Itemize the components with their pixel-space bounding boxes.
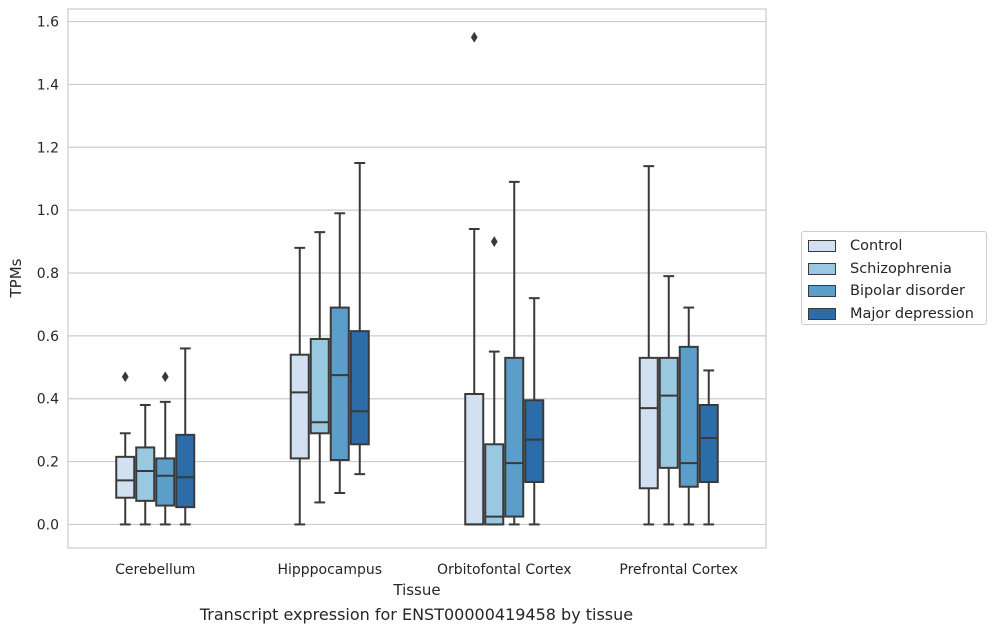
box-3-2	[524, 297, 545, 526]
box-0-0	[115, 371, 136, 526]
box-iqr	[329, 306, 350, 462]
y-tick-label: 1.2	[37, 140, 59, 156]
legend-swatch	[808, 307, 836, 320]
box-iqr	[524, 399, 545, 483]
box-0-2	[464, 31, 485, 526]
box-3-3	[698, 369, 719, 526]
x-tick-label: Prefrontal Cortex	[619, 562, 738, 578]
legend-label: Major depression	[850, 305, 974, 322]
box-iqr	[309, 338, 330, 435]
x-axis-label: Tissue	[392, 581, 440, 599]
box-2-0	[155, 371, 176, 526]
box-1-2	[484, 236, 505, 526]
y-axis-label: TPMs	[7, 258, 25, 298]
legend-label: Bipolar disorder	[850, 283, 965, 300]
legend-swatch	[808, 262, 836, 275]
box-1-0	[135, 404, 156, 526]
x-tick-label: Orbitofontal Cortex	[437, 562, 572, 578]
box-1-1	[309, 231, 330, 504]
plot-area-frame	[67, 8, 767, 549]
box-iqr	[349, 330, 370, 446]
box-0-3	[638, 165, 659, 526]
legend-label: Control	[850, 238, 903, 255]
x-tick-label: Hipppocampus	[277, 562, 382, 578]
box-iqr	[678, 345, 699, 488]
y-tick-label: 0.4	[37, 392, 59, 408]
y-tick-label: 0.0	[37, 517, 59, 533]
box-3-0	[175, 347, 196, 526]
box-iqr	[504, 356, 525, 518]
box-iqr	[135, 446, 156, 502]
y-tick-label: 1.6	[37, 15, 59, 31]
legend-swatch	[808, 285, 836, 298]
y-axis-ticks: 0.0 0.2 0.4 0.6 0.8 1.0 1.2 1.4 1.6	[37, 15, 59, 534]
outlier-marker	[121, 371, 129, 383]
box-plot-series	[115, 31, 719, 526]
box-iqr	[115, 455, 136, 499]
y-tick-label: 0.2	[37, 455, 59, 471]
box-3-1	[349, 162, 370, 476]
legend-item: Control	[808, 235, 986, 258]
box-iqr	[638, 356, 659, 490]
x-tick-label: Cerebellum	[115, 562, 195, 578]
legend-item: Schizophrenia	[808, 258, 986, 281]
outlier-marker	[490, 236, 498, 247]
y-tick-label: 0.8	[37, 266, 59, 282]
box-iqr	[698, 404, 719, 483]
box-iqr	[484, 443, 505, 526]
box-2-3	[678, 306, 699, 526]
box-2-1	[329, 212, 350, 494]
box-iqr	[175, 433, 196, 509]
box-iqr	[464, 393, 485, 526]
legend-item: Bipolar disorder	[808, 280, 986, 303]
chart-caption: Transcript expression for ENST0000041945…	[199, 605, 634, 624]
box-2-2	[504, 180, 525, 526]
legend-label: Schizophrenia	[850, 260, 952, 277]
y-tick-label: 1.4	[37, 77, 59, 93]
box-0-1	[289, 246, 310, 526]
box-1-3	[658, 275, 679, 526]
outlier-marker	[470, 31, 478, 43]
y-tick-label: 1.0	[37, 203, 59, 219]
chart-legend: Control Schizophrenia Bipolar disorder Majo…	[801, 231, 987, 325]
y-tick-label: 0.6	[37, 329, 59, 345]
legend-swatch	[808, 240, 836, 253]
x-axis-ticks: Cerebellum Hipppocampus Orbitofontal Corte…	[115, 562, 738, 578]
box-iqr	[289, 353, 310, 460]
outlier-marker	[161, 371, 169, 383]
legend-item: Major depression	[808, 303, 986, 326]
box-iqr	[155, 457, 176, 507]
box-iqr	[658, 356, 679, 469]
